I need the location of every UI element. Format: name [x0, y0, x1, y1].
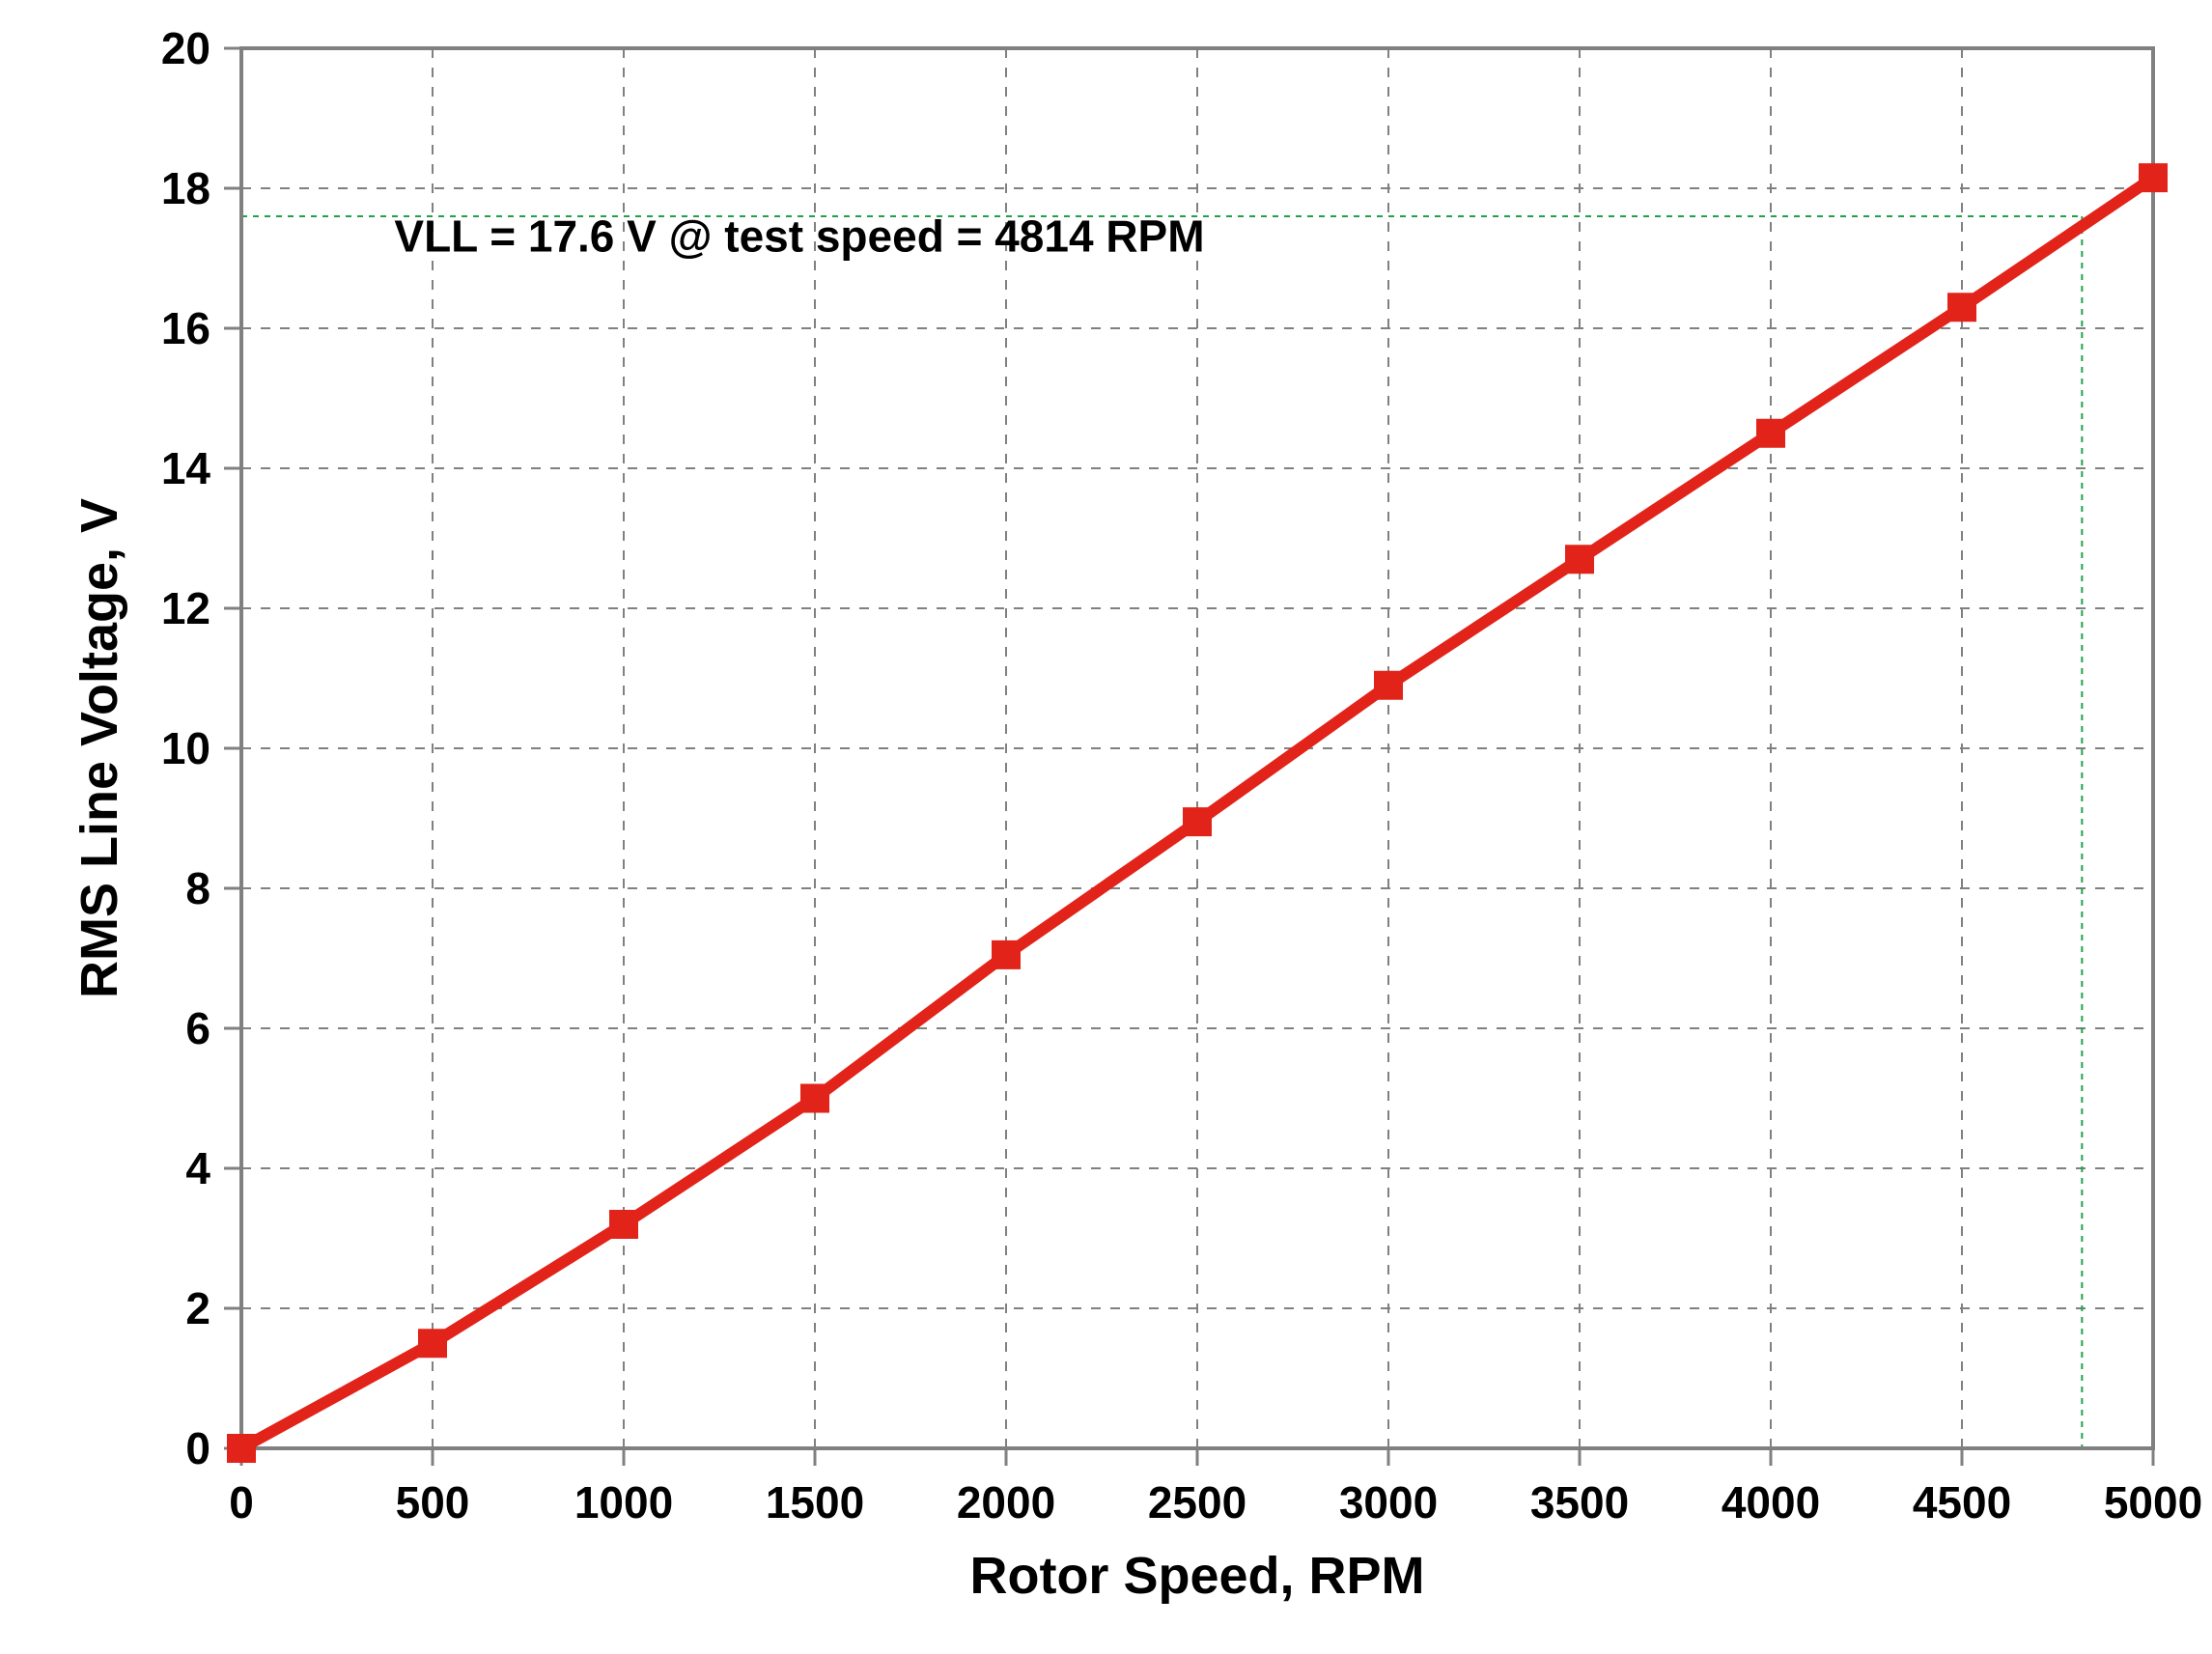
series-marker: [1756, 419, 1785, 448]
chart-container: 0 500 1000 1500 2000 2500 3000 3500 4000 4500 5000…: [0, 0, 2212, 1654]
x-tick-label: 3500: [1530, 1477, 1629, 1528]
series-marker: [1374, 671, 1403, 700]
y-tick-label: 18: [161, 163, 210, 213]
series-marker: [1183, 807, 1212, 836]
y-tick-label: 6: [185, 1003, 210, 1053]
x-tick-label: 2500: [1148, 1477, 1246, 1528]
x-tick-label: 1500: [766, 1477, 864, 1528]
series-marker: [992, 940, 1021, 969]
y-axis-title: RMS Line Voltage, V: [70, 498, 128, 998]
series-marker: [800, 1084, 829, 1113]
y-tick-label: 20: [161, 23, 210, 73]
x-tick-label: 500: [396, 1477, 470, 1528]
y-tick-label: 8: [185, 863, 210, 913]
series-marker: [609, 1210, 638, 1239]
x-tick-label: 5000: [2104, 1477, 2202, 1528]
y-tick-label: 12: [161, 583, 210, 633]
y-tick-label: 14: [161, 443, 211, 493]
series-marker: [1947, 293, 1976, 322]
x-tick-label: 4000: [1722, 1477, 1820, 1528]
x-tick-label: 0: [229, 1477, 254, 1528]
series-marker: [2139, 163, 2168, 192]
x-tick-label: 4500: [1913, 1477, 2011, 1528]
x-axis-title: Rotor Speed, RPM: [969, 1547, 1424, 1605]
line-chart: 0 500 1000 1500 2000 2500 3000 3500 4000 4500 5000…: [0, 0, 2212, 1654]
y-tick-label: 10: [161, 723, 210, 773]
series-marker: [418, 1329, 447, 1358]
x-tick-label: 1000: [574, 1477, 673, 1528]
y-tick-label: 0: [185, 1423, 210, 1473]
annotation-text: VLL = 17.6 V @ test speed = 4814 RPM: [394, 210, 1204, 261]
y-tick-label: 2: [185, 1283, 210, 1333]
x-tick-label: 2000: [957, 1477, 1055, 1528]
y-tick-label: 16: [161, 303, 210, 353]
series-marker: [1565, 545, 1594, 574]
x-tick-label: 3000: [1339, 1477, 1438, 1528]
y-tick-label: 4: [185, 1143, 210, 1193]
series-marker: [227, 1434, 256, 1463]
